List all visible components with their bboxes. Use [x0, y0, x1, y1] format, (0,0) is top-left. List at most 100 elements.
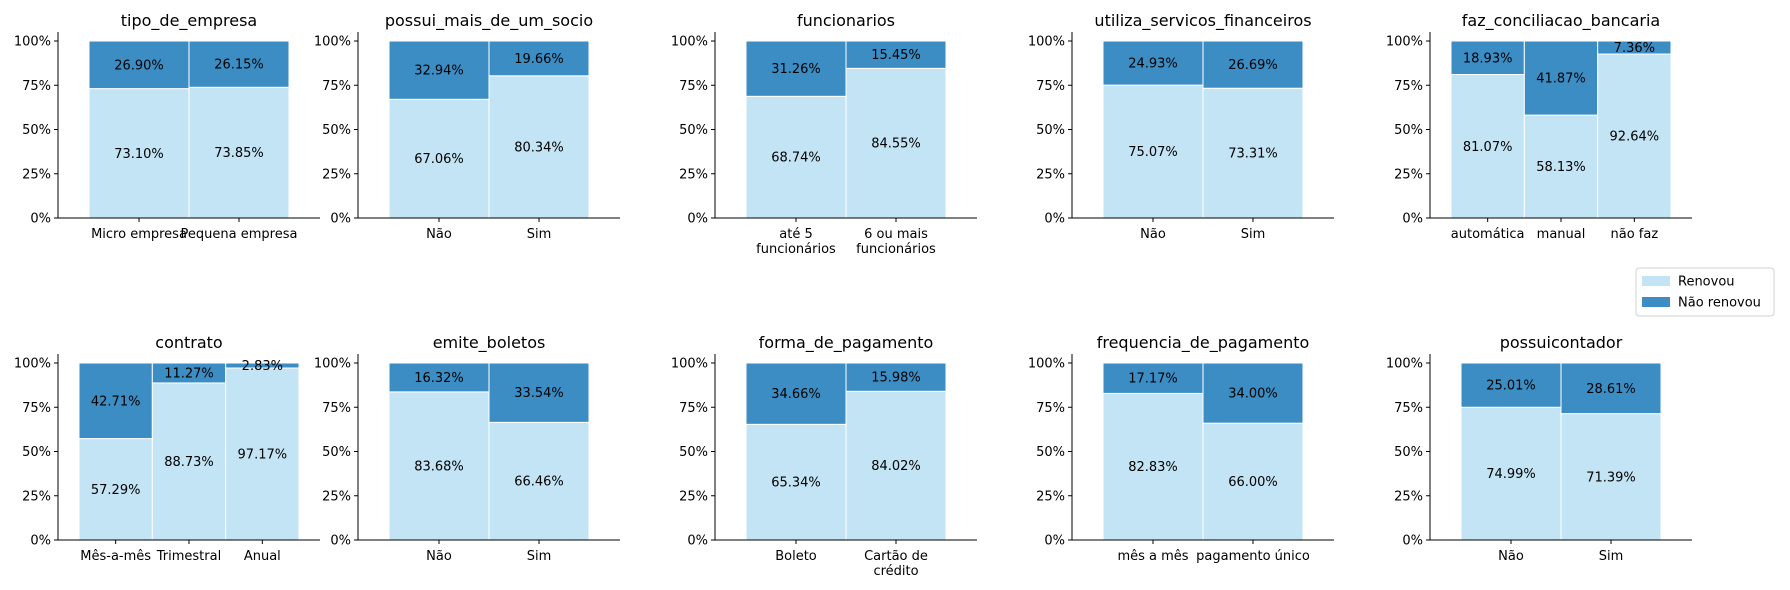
bar-renovou-cartao-de-credito: [845, 390, 947, 541]
y-tick-label: 0%: [1402, 212, 1423, 227]
y-tick-label: 75%: [1394, 79, 1423, 94]
y-tick-label: 100%: [314, 35, 351, 50]
x-tick-label: funcionários: [856, 242, 936, 257]
x-tick-label: Sim: [527, 549, 552, 564]
y-tick-label: 25%: [22, 167, 51, 182]
data-label: 31.26%: [771, 62, 821, 77]
bar-nao-renovou-sim: [1202, 40, 1304, 89]
x-tick-label: mês a mês: [1117, 549, 1188, 564]
x-tick-label: Anual: [244, 549, 281, 564]
chart-panel-emite-boletos: emite_boletos 83.68% 16.32% Não 66.46% 33.54%…: [314, 333, 620, 564]
y-tick-label: 50%: [22, 445, 51, 460]
data-label: 65.34%: [771, 476, 821, 491]
y-tick-label: 75%: [1036, 79, 1065, 94]
y-tick-label: 75%: [22, 401, 51, 416]
x-tick-label: até 5: [779, 227, 812, 242]
data-label: 26.69%: [1228, 58, 1278, 73]
y-tick-label: 25%: [1394, 489, 1423, 504]
y-tick-label: 50%: [679, 123, 708, 138]
legend-label-nao-renovou: Não renovou: [1678, 296, 1761, 311]
data-label: 25.01%: [1486, 379, 1536, 394]
y-tick-label: 75%: [22, 79, 51, 94]
bar-nao-renovou-boleto: [745, 362, 847, 425]
data-label: 33.54%: [514, 386, 564, 401]
x-tick-label: Cartão de: [864, 549, 928, 564]
x-tick-label: Sim: [527, 227, 552, 242]
y-tick-label: 50%: [1036, 445, 1065, 460]
chart-panel-utiliza-servicos-financeiros: utiliza_servicos_financeiros 75.07% 24.93%…: [1028, 11, 1334, 242]
x-tick-label: 6 ou mais: [864, 227, 928, 242]
bar-nao-renovou-pequena-empresa: [188, 40, 290, 88]
y-tick-label: 25%: [679, 489, 708, 504]
data-label: 17.17%: [1128, 372, 1178, 387]
y-tick-label: 75%: [679, 401, 708, 416]
data-label: 11.27%: [164, 366, 214, 381]
y-tick-label: 100%: [1386, 357, 1423, 372]
chart-panel-contrato: contrato 57.29% 42.71% Mês-a-mês 88.73% 11.27…: [14, 333, 320, 564]
bar-nao-renovou-6-ou-mais-funcionarios: [845, 40, 947, 69]
data-label: 34.66%: [771, 387, 821, 402]
data-label: 28.61%: [1586, 382, 1636, 397]
bar-nao-renovou-pagamento-unico: [1202, 362, 1304, 424]
y-tick-label: 0%: [1044, 534, 1065, 549]
x-tick-label: crédito: [873, 564, 918, 579]
x-tick-label: Não: [1498, 549, 1524, 564]
y-tick-label: 0%: [30, 212, 51, 227]
bar-renovou-anual: [225, 367, 300, 541]
data-label: 66.00%: [1228, 475, 1278, 490]
data-label: 2.83%: [242, 359, 283, 374]
bar-nao-renovou-nao-faz: [1597, 40, 1672, 55]
bar-nao-renovou-micro-empresa: [88, 40, 190, 90]
x-tick-label: Não: [1140, 227, 1166, 242]
bar-nao-renovou-manual: [1523, 40, 1599, 116]
y-tick-label: 0%: [687, 212, 708, 227]
data-label: 97.17%: [238, 448, 288, 463]
legend-swatch-renovou: [1642, 276, 1670, 286]
data-label: 19.66%: [514, 52, 564, 67]
data-label: 74.99%: [1486, 467, 1536, 482]
x-tick-label: funcionários: [756, 242, 836, 257]
bar-nao-renovou-nao: [1102, 40, 1204, 86]
data-label: 34.00%: [1228, 387, 1278, 402]
bar-renovou-nao: [1460, 406, 1562, 541]
y-tick-label: 100%: [314, 357, 351, 372]
chart-title: forma_de_pagamento: [759, 333, 934, 353]
data-label: 84.02%: [871, 459, 921, 474]
y-tick-label: 25%: [322, 167, 351, 182]
chart-panel-forma-de-pagamento: forma_de_pagamento 65.34% 34.66% Boleto 84.0…: [671, 333, 977, 579]
data-label: 92.64%: [1610, 130, 1660, 145]
y-tick-label: 100%: [14, 357, 51, 372]
chart-title: frequencia_de_pagamento: [1097, 333, 1310, 353]
bar-renovou-micro-empresa: [88, 88, 190, 219]
data-label: 41.87%: [1536, 72, 1586, 87]
data-label: 75.07%: [1128, 145, 1178, 160]
data-label: 84.55%: [871, 137, 921, 152]
x-tick-label: Boleto: [775, 549, 817, 564]
chart-title: possui_mais_de_um_socio: [385, 11, 593, 31]
chart-panel-frequencia-de-pagamento: frequencia_de_pagamento 82.83% 17.17% mês a…: [1028, 333, 1334, 564]
y-tick-label: 75%: [679, 79, 708, 94]
chart-panels: tipo_de_empresa 73.10% 26.90% Micro empresa…: [14, 11, 1692, 579]
y-tick-label: 75%: [1394, 401, 1423, 416]
data-label: 26.90%: [114, 58, 164, 73]
y-tick-label: 100%: [671, 357, 708, 372]
data-label: 24.93%: [1128, 57, 1178, 72]
data-label: 82.83%: [1128, 460, 1178, 475]
x-tick-label: manual: [1537, 227, 1586, 242]
chart-title: contrato: [155, 333, 222, 352]
x-tick-label: Trimestral: [156, 549, 221, 564]
bar-renovou-6-ou-mais-funcionarios: [845, 67, 947, 219]
x-tick-label: automática: [1451, 227, 1525, 242]
bar-nao-renovou-nao: [1460, 362, 1562, 408]
data-label: 18.93%: [1463, 51, 1513, 66]
y-tick-label: 50%: [322, 445, 351, 460]
chart-panel-tipo-de-empresa: tipo_de_empresa 73.10% 26.90% Micro empresa…: [14, 11, 320, 242]
y-tick-label: 50%: [1394, 123, 1423, 138]
x-tick-label: Pequena empresa: [181, 227, 298, 242]
bar-renovou-sim: [1560, 413, 1662, 541]
bar-nao-renovou-ate-5-funcionarios: [745, 40, 847, 97]
y-tick-label: 50%: [322, 123, 351, 138]
data-label: 68.74%: [771, 151, 821, 166]
bar-nao-renovou-automatica: [1450, 40, 1525, 76]
